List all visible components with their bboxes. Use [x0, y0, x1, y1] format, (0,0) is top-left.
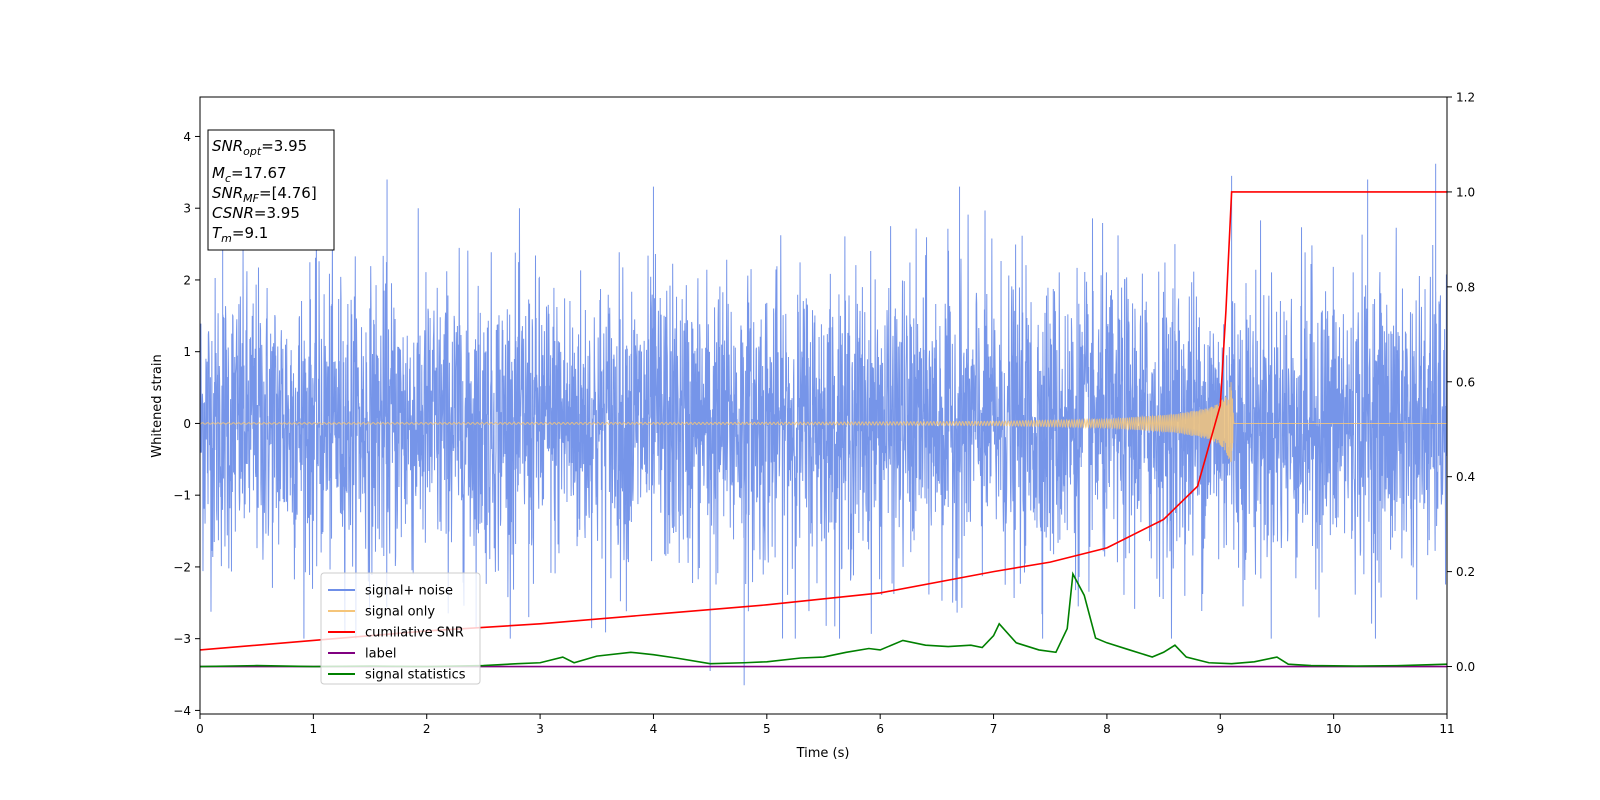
snr-mf-sub: MF	[243, 192, 259, 205]
y-tick-label: 4	[183, 130, 191, 144]
y-axis-right: 0.0 0.2 0.4 0.6 0.8 1.0 1.2	[1447, 91, 1475, 674]
annotation-box: SNRopt=3.95 Mc=17.67 SNRMF=[4.76] CSNR=3…	[207, 129, 335, 251]
x-tick-label: 2	[423, 722, 431, 736]
x-tick-label: 10	[1326, 722, 1341, 736]
series-signal-only-line	[200, 382, 1447, 463]
csnr-value: =3.95	[254, 204, 300, 222]
legend-entry-label: signal statistics	[365, 668, 466, 683]
y2-tick-label: 1.2	[1456, 91, 1475, 105]
svg-text:SNRopt=3.95: SNRopt=3.95	[212, 137, 307, 158]
x-axis: 0 1 2 3 4 5 6 7 8 9 10 11	[196, 714, 1455, 736]
legend-entry-label: signal+ noise	[365, 584, 453, 599]
legend-entry-label: cumilative SNR	[365, 626, 464, 641]
x-tick-label: 6	[876, 722, 884, 736]
y-tick-label: −4	[173, 704, 191, 718]
mc-label: M	[212, 164, 225, 182]
y2-tick-label: 1.0	[1456, 185, 1475, 199]
y-tick-label: −2	[173, 560, 191, 574]
x-tick-label: 1	[310, 722, 318, 736]
series-signal-statistics-line	[200, 571, 1447, 668]
y2-tick-label: 0.4	[1456, 470, 1475, 484]
svg-text:CSNR=3.95: CSNR=3.95	[212, 204, 300, 222]
tm-sub: m	[221, 232, 232, 245]
plot-frame	[199, 96, 1448, 715]
x-axis-label: Time (s)	[796, 746, 850, 761]
y-tick-label: −3	[173, 632, 191, 646]
tm-value: =9.1	[232, 224, 268, 242]
series-signal-noise-line	[200, 163, 1447, 686]
tm-label: T	[212, 224, 223, 242]
x-tick-label: 5	[763, 722, 771, 736]
x-tick-label: 8	[1103, 722, 1111, 736]
y2-tick-label: 0.2	[1456, 565, 1475, 579]
x-tick-label: 0	[196, 722, 204, 736]
svg-text:Mc=17.67: Mc=17.67	[212, 164, 287, 185]
snr-opt-sub: opt	[243, 145, 262, 158]
svg-text:SNRMF=[4.76]: SNRMF=[4.76]	[212, 184, 317, 205]
y2-tick-label: 0.8	[1456, 280, 1475, 294]
y2-tick-label: 0.0	[1456, 660, 1475, 674]
y-axis-label: Whitened strain	[150, 354, 165, 457]
y-tick-label: 1	[183, 345, 191, 359]
y-tick-label: 2	[183, 273, 191, 287]
x-tick-label: 11	[1439, 722, 1454, 736]
series-cumulative-snr-line	[200, 191, 1447, 651]
x-tick-label: 3	[536, 722, 544, 736]
y-tick-label: 3	[183, 202, 191, 216]
y-axis-left: −4 −3 −2 −1 0 1 2 3 4	[173, 130, 200, 718]
csnr-label: CSNR	[212, 204, 254, 222]
x-tick-label: 7	[990, 722, 998, 736]
legend-entry-label: label	[365, 647, 396, 662]
snr-mf-label: SNR	[212, 184, 243, 202]
legend: signal+ noise signal only cumilative SNR la…	[320, 572, 481, 685]
y2-tick-label: 0.6	[1456, 375, 1475, 389]
snr-mf-value: =[4.76]	[259, 184, 317, 202]
svg-text:Tm=9.1: Tm=9.1	[212, 224, 268, 245]
mc-value: =17.67	[231, 164, 287, 182]
x-tick-label: 9	[1216, 722, 1224, 736]
y-tick-label: 0	[183, 417, 191, 431]
snr-opt-label: SNR	[212, 137, 243, 155]
mc-sub: c	[225, 172, 231, 185]
x-tick-label: 4	[650, 722, 658, 736]
snr-opt-value: =3.95	[261, 137, 307, 155]
legend-entry-label: signal only	[365, 605, 435, 620]
y-tick-label: −1	[173, 489, 191, 503]
